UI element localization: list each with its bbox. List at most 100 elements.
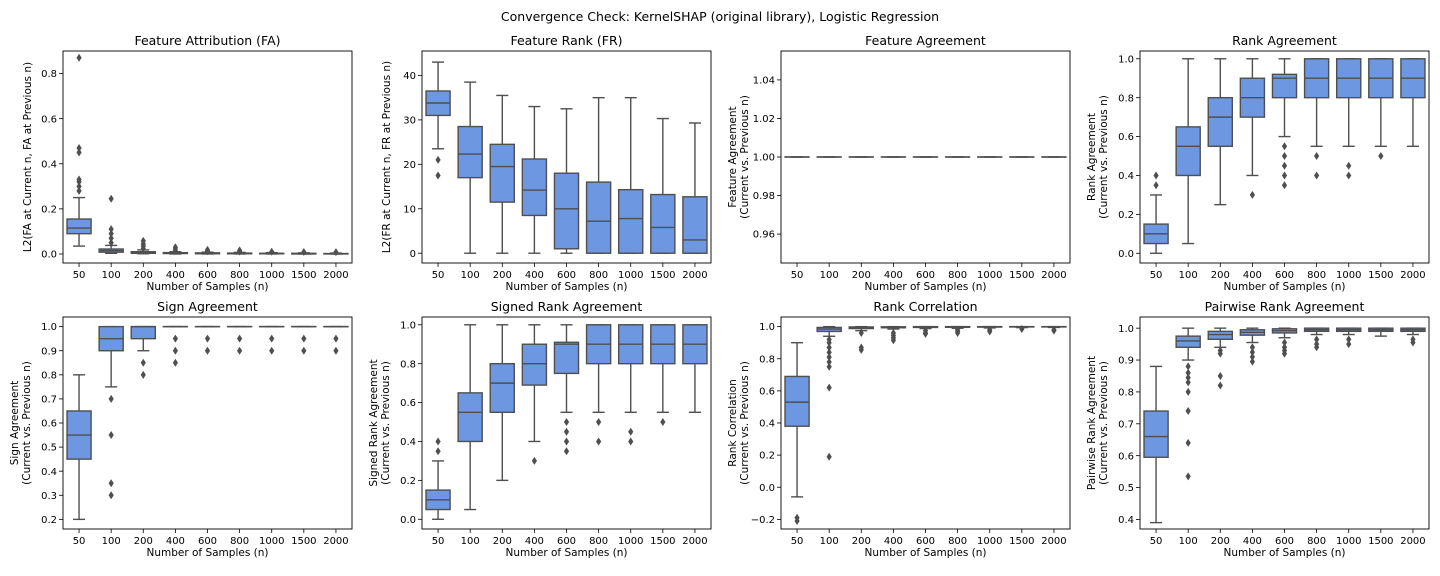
- y-tick-label: 0.5: [1118, 483, 1134, 494]
- outlier-point: [172, 243, 178, 252]
- x-tick-label: 1500: [291, 270, 316, 281]
- y-tick-label: 0.8: [41, 69, 57, 80]
- box-2000: [1400, 58, 1426, 148]
- outlier-point: [858, 329, 864, 338]
- box-100: [816, 325, 842, 461]
- box-600: [1271, 327, 1298, 358]
- x-tick-label: 800: [1307, 536, 1326, 547]
- outlier-point: [435, 437, 441, 446]
- x-tick-label: 600: [198, 536, 217, 547]
- outlier-point: [826, 353, 832, 362]
- outlier-point: [563, 427, 570, 436]
- x-tick-label: 200: [1211, 270, 1230, 281]
- outlier-point: [826, 362, 832, 371]
- x-tick-label: 600: [1275, 270, 1294, 281]
- outlier-point: [1185, 378, 1191, 387]
- y-tick-label: 0.6: [1118, 132, 1134, 143]
- y-axis-label: (Current vs. Previous n): [1098, 95, 1110, 219]
- x-tick-label: 400: [166, 270, 185, 281]
- y-tick-label: 1.0: [41, 322, 57, 333]
- outlier-point: [922, 329, 929, 338]
- x-tick-label: 50: [1150, 270, 1163, 281]
- x-tick-label: 400: [884, 536, 903, 547]
- box-body: [1207, 96, 1234, 148]
- x-tick-label: 1000: [259, 536, 284, 547]
- x-tick-label: 600: [557, 270, 576, 281]
- outlier-point: [1185, 368, 1191, 377]
- box-body: [457, 392, 483, 443]
- outlier-point: [435, 155, 441, 164]
- y-tick-label: 0.0: [1118, 249, 1134, 260]
- x-tick-label: 600: [198, 270, 217, 281]
- outlier-point: [237, 246, 243, 255]
- y-tick-label: 1.00: [753, 153, 775, 164]
- x-tick-label: 2000: [323, 270, 348, 281]
- outlier-point: [1051, 326, 1057, 335]
- outlier-point: [1185, 472, 1191, 481]
- subplot-title: Rank Correlation: [873, 299, 977, 314]
- box-200: [130, 325, 157, 379]
- outlier-point: [826, 343, 832, 352]
- outlier-point: [108, 394, 114, 403]
- box-1500: [1368, 58, 1394, 161]
- y-axis-label: Rank Agreement: [1086, 113, 1098, 201]
- outlier-point: [1217, 371, 1223, 380]
- box-50: [66, 374, 92, 521]
- y-tick-label: 0.7: [1118, 419, 1134, 430]
- outlier-point: [1346, 340, 1352, 349]
- x-tick-label: 800: [230, 536, 249, 547]
- box-2000: [1041, 325, 1067, 335]
- box-1000: [617, 324, 644, 446]
- y-tick-label: 1.0: [1118, 324, 1134, 335]
- subplot-title: Signed Rank Agreement: [491, 299, 643, 314]
- y-tick-label: 0.6: [41, 419, 57, 430]
- x-tick-label: 100: [820, 270, 839, 281]
- plot-frame: [1139, 50, 1430, 264]
- x-tick-label: 800: [948, 270, 967, 281]
- box-400: [521, 105, 548, 254]
- y-tick-label: 0.2: [1118, 210, 1134, 221]
- box-body: [66, 218, 92, 235]
- y-tick-label: 20: [403, 160, 416, 171]
- x-tick-label: 100: [461, 536, 480, 547]
- outlier-point: [76, 182, 82, 191]
- x-tick-label: 2000: [1041, 536, 1066, 547]
- outlier-point: [333, 346, 339, 355]
- box-50: [425, 437, 451, 520]
- x-tick-label: 600: [557, 536, 576, 547]
- outlier-point: [269, 346, 275, 355]
- box-600: [1271, 58, 1298, 190]
- outlier-point: [628, 437, 634, 446]
- outlier-point: [826, 338, 832, 347]
- x-axis-label: Number of Samples (n): [505, 547, 627, 559]
- x-tick-label: 400: [1243, 536, 1262, 547]
- x-tick-label: 200: [1211, 536, 1230, 547]
- plot-frame: [1139, 316, 1430, 530]
- x-tick-label: 400: [1243, 270, 1262, 281]
- x-tick-label: 600: [916, 536, 935, 547]
- outlier-point: [1281, 181, 1288, 190]
- outlier-point: [1019, 325, 1025, 334]
- box-50: [1143, 171, 1169, 254]
- x-tick-label: 200: [493, 536, 512, 547]
- outlier-point: [204, 334, 211, 343]
- x-tick-label: 1500: [650, 270, 675, 281]
- box-body: [553, 172, 580, 250]
- box-200: [489, 324, 516, 482]
- x-tick-label: 2000: [1400, 270, 1425, 281]
- subplot-title: Rank Agreement: [1232, 33, 1337, 48]
- outlier-point: [1314, 335, 1320, 344]
- outlier-point: [987, 327, 993, 336]
- box-400: [1239, 58, 1266, 199]
- outlier-point: [596, 418, 602, 427]
- box-1500: [650, 324, 676, 427]
- y-tick-label: 0.9: [41, 346, 57, 357]
- subplot-4: Sign Agreement 0.2 0.3 0.4 0.5 0.6 0.7 0.8 0.9 1.…: [9, 299, 353, 559]
- box-body: [130, 325, 157, 340]
- subplot-title: Feature Agreement: [865, 33, 986, 48]
- box-800: [226, 325, 253, 355]
- box-600: [553, 324, 580, 456]
- y-tick-label: 0.6: [759, 386, 775, 397]
- box-body: [784, 375, 810, 427]
- x-axis-label: Number of Samples (n): [864, 281, 986, 293]
